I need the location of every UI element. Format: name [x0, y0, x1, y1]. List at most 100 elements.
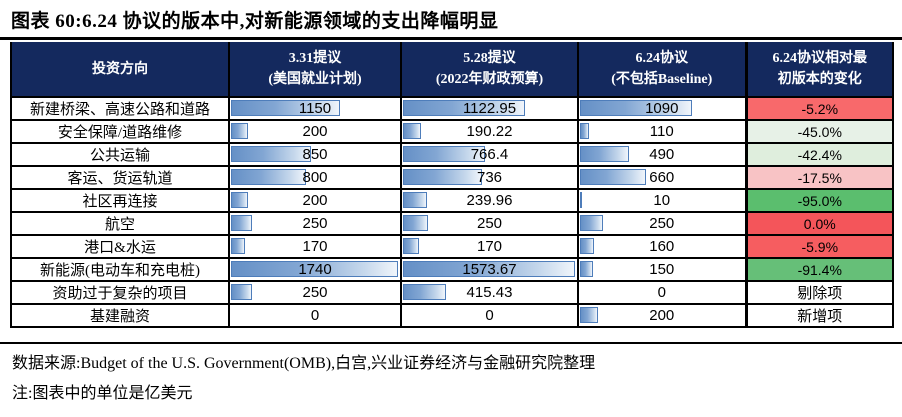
value-cell: 160 — [577, 234, 747, 259]
row-label: 航空 — [10, 211, 230, 236]
table-row: 基建融资 0 0 200 新增项 — [10, 303, 894, 328]
figure-title: 图表 60:6.24 协议的版本中,对新能源领域的支出降幅明显 — [11, 11, 499, 32]
value-cell: 250 — [228, 280, 402, 305]
value-cell: 250 — [400, 211, 579, 236]
table-row: 社区再连接 200 239.96 10 -95.0% — [10, 188, 894, 213]
cell-value: 10 — [653, 192, 671, 209]
value-cell: 660 — [577, 165, 747, 190]
data-bar — [403, 284, 447, 300]
cell-value: 766.4 — [470, 146, 509, 163]
col-header-sublabel: (2022年财政预算) — [435, 72, 544, 87]
cell-value: 250 — [302, 215, 328, 232]
data-bar — [580, 215, 604, 231]
cell-value: 190.22 — [466, 123, 513, 140]
col-header-label: 6.24协议相对最 — [772, 51, 868, 66]
value-cell: 1122.95 — [400, 96, 579, 121]
data-bar — [403, 123, 422, 139]
data-bar — [580, 307, 599, 323]
col-header-agreement-624: 6.24协议 (不包括Baseline) — [577, 42, 747, 98]
change-cell: 剔除项 — [744, 280, 894, 305]
row-label: 新能源(电动车和充电桩) — [10, 257, 230, 282]
cell-value: 160 — [649, 238, 675, 255]
cell-value: 736 — [476, 169, 503, 186]
cell-value: 415.43 — [466, 284, 513, 301]
table-row: 安全保障/道路维修 200 190.22 110 -45.0% — [10, 119, 894, 144]
cell-value: 1122.95 — [462, 100, 517, 117]
data-bar — [231, 261, 398, 277]
cell-value: 660 — [649, 169, 675, 186]
cell-value: 0 — [657, 284, 666, 301]
cell-value: 250 — [649, 215, 675, 232]
row-label: 新建桥梁、高速公路和道路 — [10, 96, 230, 121]
change-cell: -5.2% — [744, 96, 894, 121]
data-bar — [231, 169, 307, 185]
budget-table: 投资方向 3.31提议 (美国就业计划) 5.28提议 (2022年财政预算) … — [10, 42, 894, 328]
budget-table-wrap: 投资方向 3.31提议 (美国就业计划) 5.28提议 (2022年财政预算) … — [10, 42, 894, 328]
cell-value: 250 — [302, 284, 328, 301]
cell-value: 250 — [476, 215, 503, 232]
data-bar — [231, 146, 312, 162]
value-cell: 250 — [577, 211, 747, 236]
value-cell: 150 — [577, 257, 747, 282]
value-cell: 200 — [577, 303, 747, 328]
data-bar — [231, 123, 248, 139]
change-cell: -5.9% — [744, 234, 894, 259]
col-header-label: 6.24协议 — [635, 51, 689, 66]
value-cell: 1740 — [228, 257, 402, 282]
data-bar — [403, 169, 482, 185]
data-bar — [580, 169, 647, 185]
data-bar — [403, 215, 428, 231]
cell-value: 1090 — [645, 100, 679, 117]
value-cell: 170 — [228, 234, 402, 259]
cell-value: 850 — [302, 146, 328, 163]
value-cell: 1573.67 — [400, 257, 579, 282]
value-cell: 239.96 — [400, 188, 579, 213]
value-cell: 0 — [577, 280, 747, 305]
table-row: 新建桥梁、高速公路和道路 1150 1122.95 1090 -5.2% — [10, 96, 894, 121]
data-bar — [580, 100, 692, 116]
row-label: 公共运输 — [10, 142, 230, 167]
row-label: 港口&水运 — [10, 234, 230, 259]
data-bar — [403, 261, 575, 277]
cell-value: 170 — [476, 238, 503, 255]
data-bar — [580, 238, 594, 254]
table-row: 新能源(电动车和充电桩) 1740 1573.67 150 -91.4% — [10, 257, 894, 282]
value-cell: 190.22 — [400, 119, 579, 144]
cell-value: 1573.67 — [462, 261, 517, 278]
header-row: 投资方向 3.31提议 (美国就业计划) 5.28提议 (2022年财政预算) … — [10, 42, 894, 98]
data-bar — [403, 192, 427, 208]
cell-value: 200 — [302, 192, 328, 209]
table-row: 客运、货运轨道 800 736 660 -17.5% — [10, 165, 894, 190]
value-cell: 200 — [228, 188, 402, 213]
value-cell: 1150 — [228, 96, 402, 121]
col-header-proposal-528: 5.28提议 (2022年财政预算) — [400, 42, 579, 98]
data-bar — [580, 146, 629, 162]
change-cell: 新增项 — [744, 303, 894, 328]
col-header-proposal-331: 3.31提议 (美国就业计划) — [228, 42, 402, 98]
change-cell: -45.0% — [744, 119, 894, 144]
col-header-change: 6.24协议相对最 初版本的变化 — [744, 42, 894, 98]
value-cell: 200 — [228, 119, 402, 144]
col-header-label: 5.28提议 — [463, 51, 516, 66]
data-bar — [580, 192, 582, 208]
col-header-label: 投资方向 — [92, 61, 148, 77]
table-row: 航空 250 250 250 0.0% — [10, 211, 894, 236]
value-cell: 490 — [577, 142, 747, 167]
row-label: 客运、货运轨道 — [10, 165, 230, 190]
data-bar — [403, 146, 486, 162]
cell-value: 0 — [310, 307, 320, 324]
value-cell: 736 — [400, 165, 579, 190]
change-cell: -42.4% — [744, 142, 894, 167]
row-label: 资助过于复杂的项目 — [10, 280, 230, 305]
change-cell: 0.0% — [744, 211, 894, 236]
data-bar — [403, 100, 525, 116]
value-cell: 170 — [400, 234, 579, 259]
row-label: 基建融资 — [10, 303, 230, 328]
table-bottom-divider — [0, 342, 902, 344]
cell-value: 1740 — [298, 261, 332, 278]
data-bar — [231, 192, 248, 208]
cell-value: 490 — [649, 146, 675, 163]
cell-value: 200 — [302, 123, 328, 140]
cell-value: 150 — [649, 261, 675, 278]
col-header-sublabel: (不包括Baseline) — [611, 72, 713, 87]
